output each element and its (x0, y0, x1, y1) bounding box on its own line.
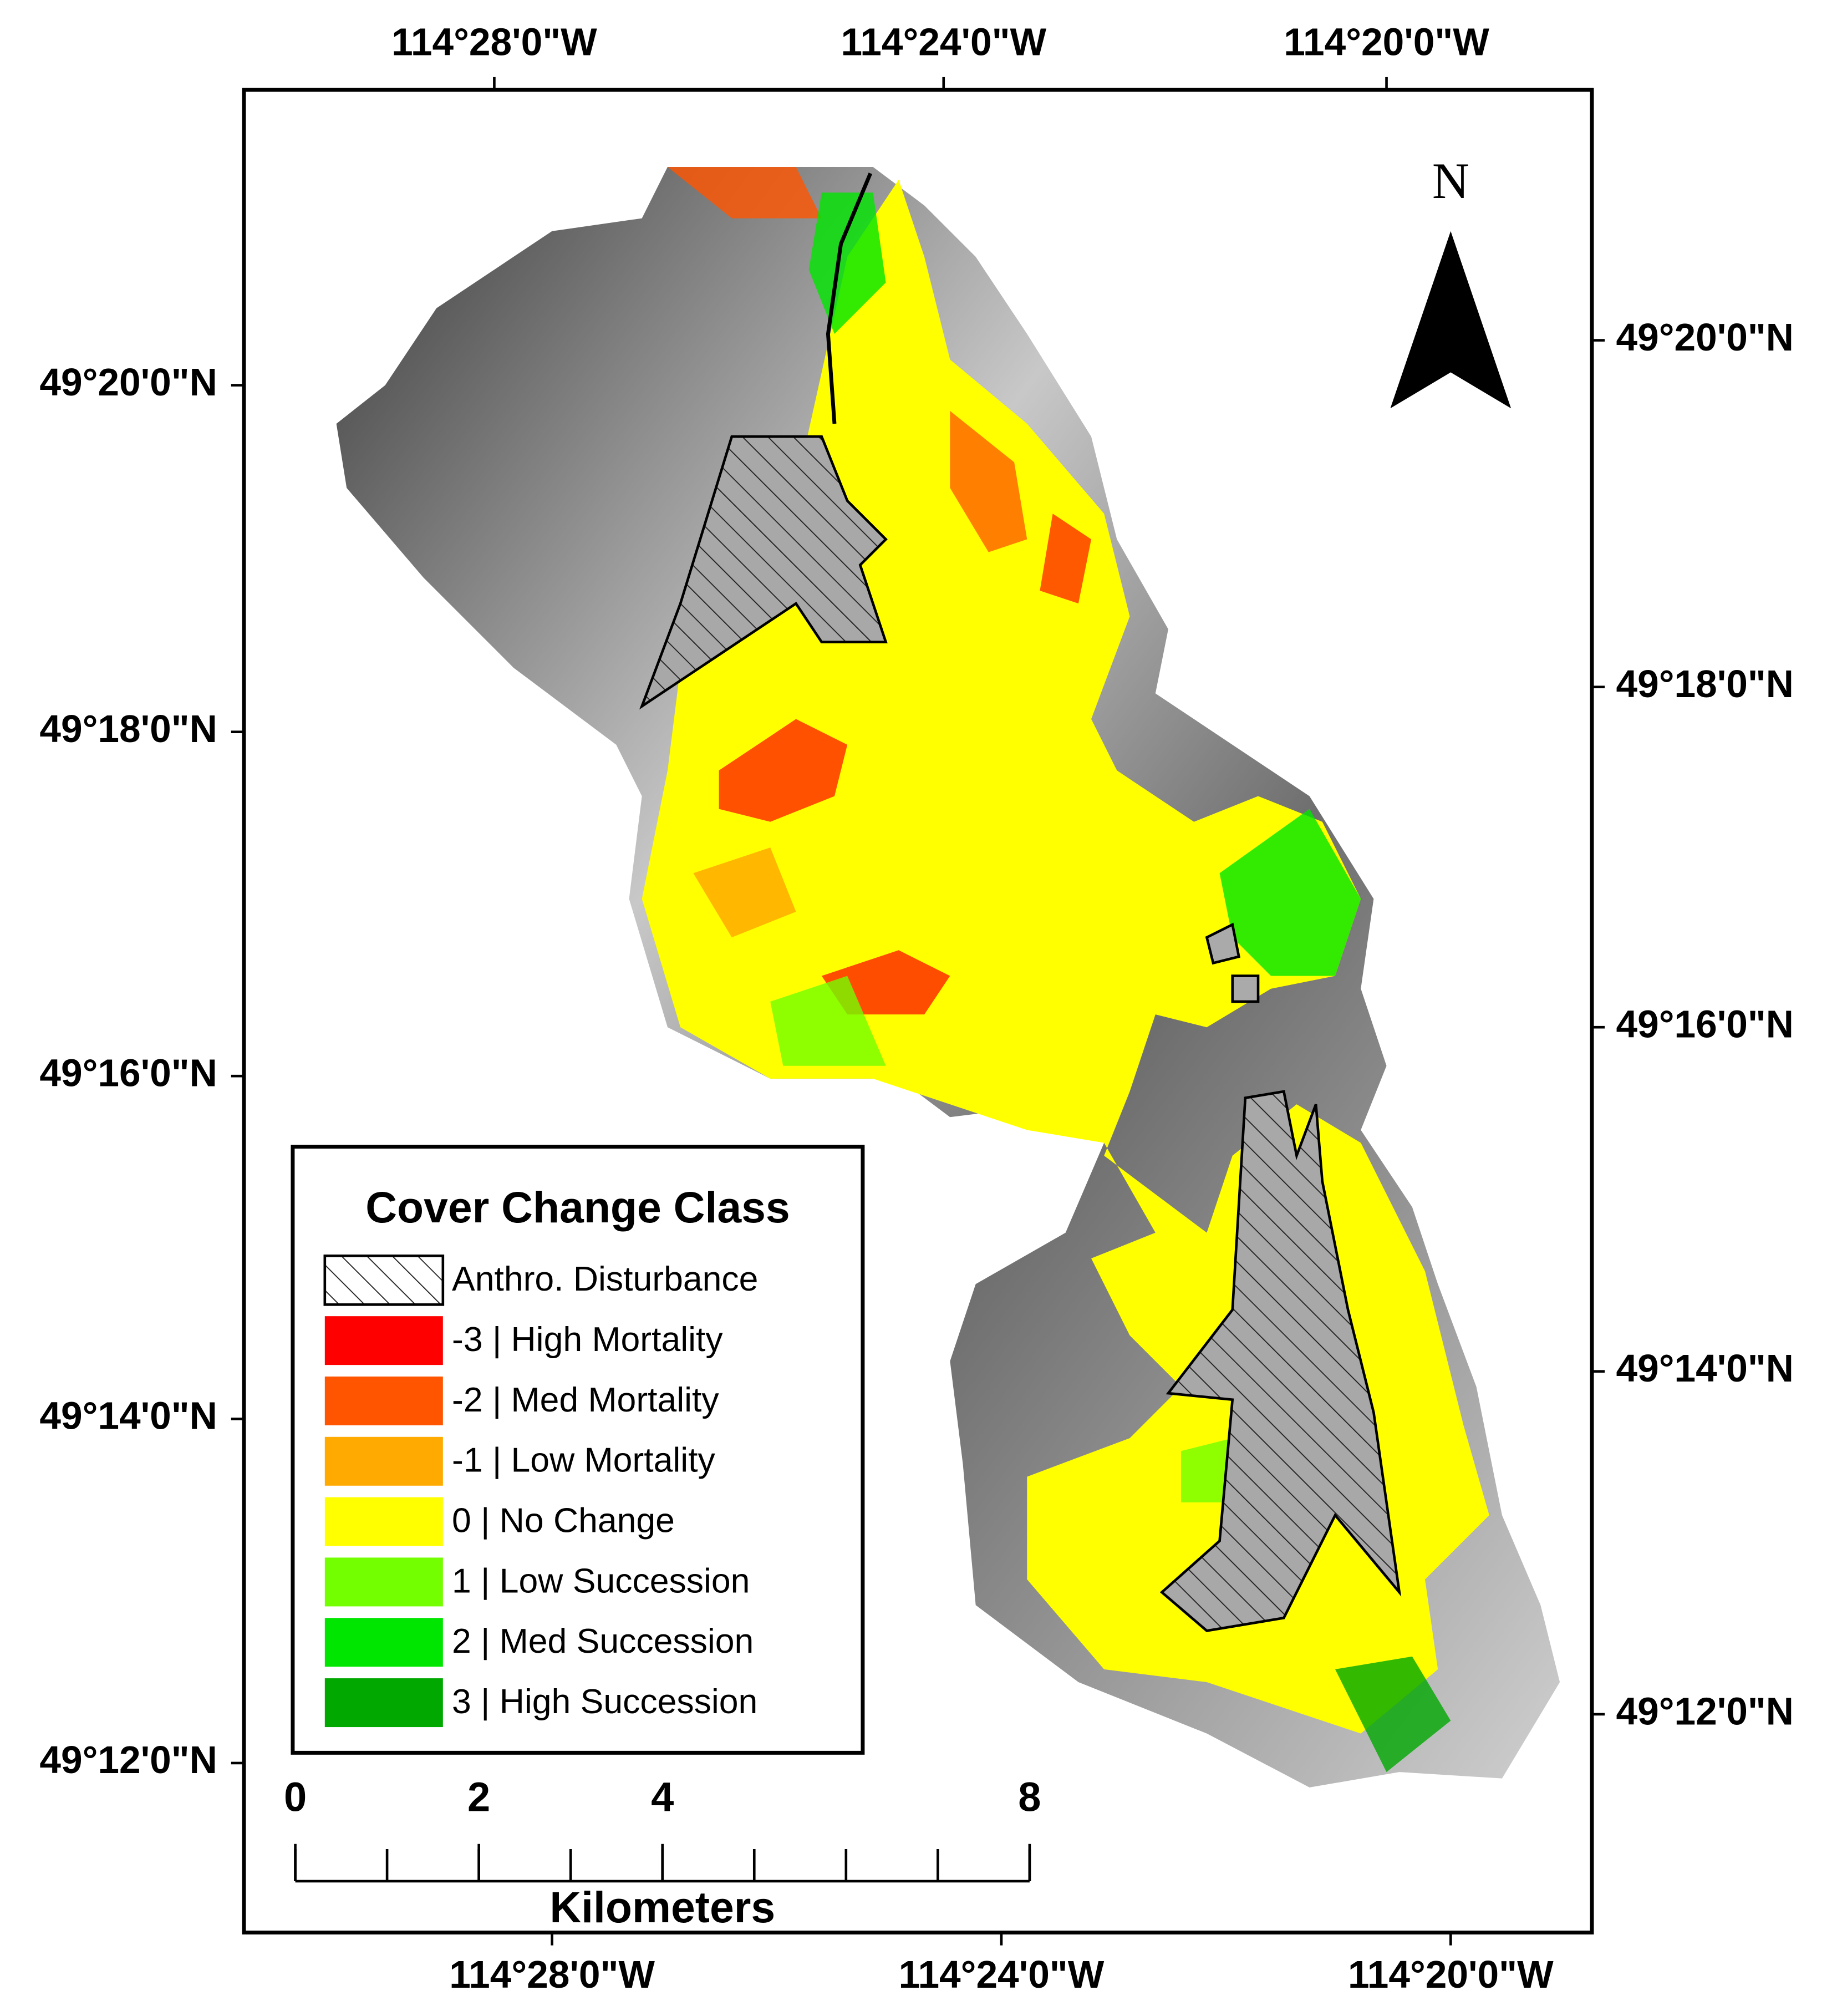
latitude-label: 49°20'0"N (1616, 316, 1794, 359)
frame-ticks (231, 77, 1605, 1946)
legend-label: 1 | Low Succession (452, 1561, 750, 1600)
watershed (336, 166, 1560, 1788)
legend-swatch (323, 1255, 445, 1306)
legend-label: -3 | High Mortality (452, 1320, 723, 1359)
latitude-label: 49°12'0"N (1616, 1689, 1794, 1733)
legend-label: 2 | Med Succession (452, 1622, 754, 1660)
legend-swatch (324, 1678, 443, 1728)
latitude-label: 49°14'0"N (39, 1394, 217, 1438)
legend-label: 0 | No Change (452, 1501, 675, 1540)
legend-swatch (324, 1618, 443, 1667)
scale-tick-label: 8 (1018, 1774, 1041, 1820)
latitude-label: 49°14'0"N (1616, 1347, 1794, 1390)
scale-tick-label: 4 (651, 1774, 674, 1820)
north-arrow (1390, 231, 1512, 409)
longitude-label: 114°24'0"W (899, 1953, 1105, 1996)
longitude-label: 114°20'0"W (1348, 1953, 1554, 1996)
scale-tick-label: 0 (284, 1774, 307, 1820)
scale-bar: 0 2 4 8 Kilometers (284, 1774, 1041, 1932)
longitude-label: 114°28'0"W (391, 20, 597, 63)
longitude-label: 114°24'0"W (841, 20, 1046, 63)
scale-tick-label: 2 (467, 1774, 490, 1820)
latitude-label: 49°12'0"N (39, 1738, 217, 1781)
legend-label: -2 | Med Mortality (452, 1380, 719, 1419)
coordinate-labels: 114°28'0"W 114°24'0"W 114°20'0"W 114°28'0"W… (39, 20, 1794, 1996)
longitude-label: 114°20'0"W (1284, 20, 1489, 63)
legend-swatch (324, 1497, 443, 1546)
legend-items: Anthro. Disturbance -3 | High Mortality -2… (323, 1255, 758, 1728)
legend-title: Cover Change Class (365, 1183, 790, 1232)
latitude-label: 49°20'0"N (39, 360, 217, 404)
latitude-label: 49°18'0"N (1616, 662, 1794, 705)
legend-label: 3 | High Succession (452, 1682, 757, 1721)
legend-swatch (324, 1557, 443, 1607)
legend-label: -1 | Low Mortality (452, 1441, 715, 1480)
legend-swatch (324, 1376, 443, 1425)
scale-unit: Kilometers (549, 1883, 775, 1932)
north-label: N (1432, 153, 1469, 210)
legend-swatch (324, 1316, 443, 1365)
latitude-label: 49°18'0"N (39, 707, 217, 750)
latitude-label: 49°16'0"N (39, 1052, 217, 1095)
latitude-label: 49°16'0"N (1616, 1003, 1794, 1046)
legend-label: Anthro. Disturbance (452, 1260, 758, 1298)
legend-swatch (324, 1436, 443, 1486)
longitude-label: 114°28'0"W (449, 1953, 655, 1996)
